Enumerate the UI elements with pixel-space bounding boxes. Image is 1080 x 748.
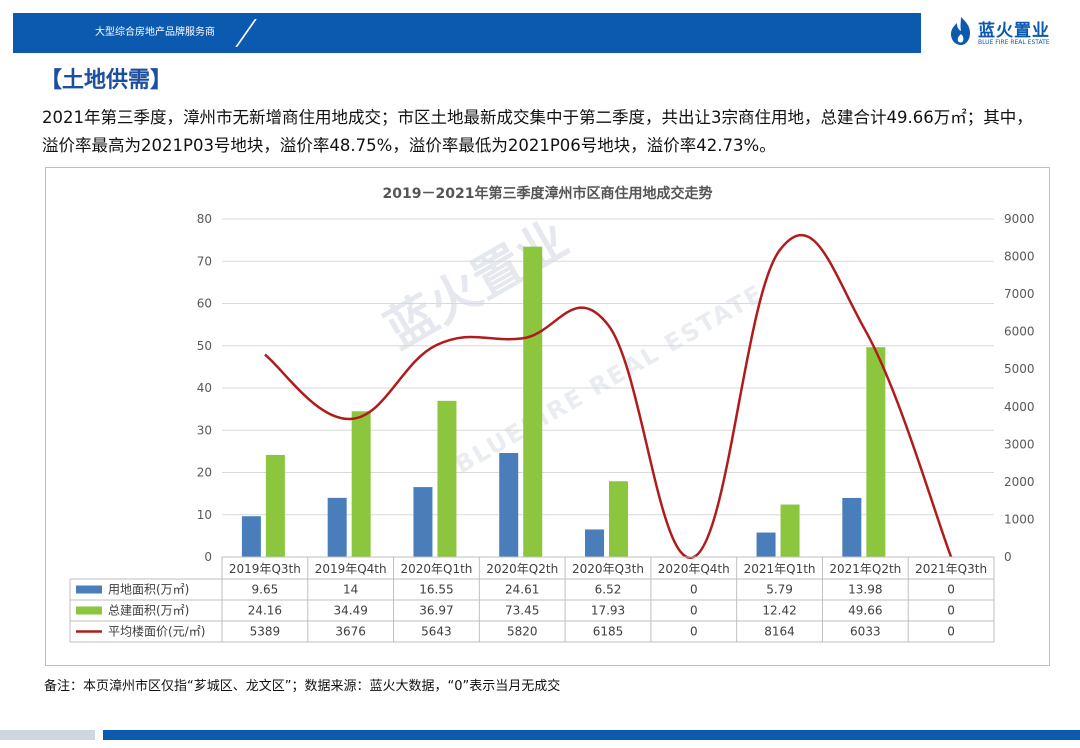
right-axis-tick-label: 1000 xyxy=(1004,512,1035,526)
category-label: 2019年Q4th xyxy=(315,562,387,576)
bar xyxy=(241,516,261,557)
left-axis-ticks: 0 10 20 30 40 50 60 70 80 xyxy=(197,212,212,564)
left-axis-tick-label: 80 xyxy=(197,212,212,226)
data-label: 0 xyxy=(690,625,698,639)
footer-accent xyxy=(0,730,95,740)
right-axis-tick-label: 7000 xyxy=(1004,287,1035,301)
data-label: 0 xyxy=(947,625,955,639)
left-axis-tick-label: 40 xyxy=(197,381,212,395)
data-label: 6185 xyxy=(593,625,624,639)
data-label: 6033 xyxy=(850,625,881,639)
flame-icon xyxy=(951,17,970,45)
category-label: 2019年Q3th xyxy=(229,562,301,576)
chart-bars xyxy=(241,246,886,557)
data-label: 6.52 xyxy=(595,583,622,597)
data-label: 3676 xyxy=(335,625,366,639)
bar xyxy=(413,487,433,557)
left-axis-tick-label: 50 xyxy=(197,339,212,353)
footer-bar xyxy=(103,730,1080,740)
intro-paragraph: 2021年第三季度，漳州市无新增商住用地成交；市区土地最新成交集中于第二季度，共… xyxy=(42,108,1033,155)
data-label: 24.61 xyxy=(505,583,539,597)
category-label: 2021年Q1th xyxy=(744,562,816,576)
category-label: 2021年Q3th xyxy=(915,562,987,576)
data-label: 0 xyxy=(690,583,698,597)
right-axis-tick-label: 0 xyxy=(1004,550,1012,564)
logo-name-cn: 蓝火置业 xyxy=(978,21,1050,41)
legend-swatch xyxy=(76,606,102,615)
bar xyxy=(609,481,628,557)
data-label: 0 xyxy=(947,583,955,597)
data-table: 2019年Q3th 2019年Q4th 2020年Q1th 2020年Q2th 2020… xyxy=(69,556,995,643)
right-axis-ticks: 0 1000 2000 3000 4000 5000 6000 7000 8000 9000 xyxy=(1004,212,1035,564)
category-label: 2020年Q3th xyxy=(572,562,644,576)
legend-swatch xyxy=(76,585,102,594)
left-axis-tick-label: 0 xyxy=(204,550,212,564)
right-axis-tick-label: 4000 xyxy=(1004,400,1035,414)
legend-label: 用地面积(万㎡) xyxy=(108,583,189,597)
data-label: 0 xyxy=(947,604,955,618)
price-line xyxy=(264,233,953,559)
header-bar xyxy=(13,13,921,53)
data-label: 5.79 xyxy=(766,583,793,597)
data-label: 5820 xyxy=(507,625,538,639)
bar xyxy=(585,529,604,557)
header-tagline: 大型综合房地产品牌服务商 xyxy=(95,27,215,38)
logo-name-en: BLUE FIRE REAL ESTATE xyxy=(978,39,1050,46)
legend-label: 平均楼面价(元/㎡) xyxy=(108,624,205,639)
category-label: 2021年Q2th xyxy=(829,562,901,576)
right-axis-tick-label: 6000 xyxy=(1004,325,1035,339)
data-label: 73.45 xyxy=(505,604,539,618)
left-axis-tick-label: 30 xyxy=(197,423,212,437)
data-label: 12.42 xyxy=(762,604,796,618)
bar xyxy=(756,532,776,557)
data-label: 24.16 xyxy=(248,604,282,618)
bar xyxy=(842,497,862,557)
bar xyxy=(866,347,886,557)
category-label: 2020年Q2th xyxy=(486,562,558,576)
footnote: 备注：本页漳州市区仅指“芗城区、龙文区”；数据来源：蓝火大数据，“0”表示当月无… xyxy=(44,679,561,694)
right-axis-tick-label: 3000 xyxy=(1004,437,1035,451)
bar xyxy=(351,411,371,557)
legend-label: 总建面积(万㎡) xyxy=(108,604,189,618)
section-title: 【土地供需】 xyxy=(40,68,173,93)
left-axis-tick-label: 60 xyxy=(197,297,212,311)
right-axis-tick-label: 2000 xyxy=(1004,475,1035,489)
left-axis-tick-label: 70 xyxy=(197,254,212,268)
bar xyxy=(780,504,800,557)
category-label: 2020年Q4th xyxy=(658,562,730,576)
data-label: 9.65 xyxy=(252,583,279,597)
data-label: 49.66 xyxy=(848,604,882,618)
bar xyxy=(327,497,347,557)
right-axis-tick-label: 9000 xyxy=(1004,212,1035,226)
right-axis-tick-label: 8000 xyxy=(1004,250,1035,264)
brand-logo: 蓝火置业 BLUE FIRE REAL ESTATE xyxy=(948,14,1068,52)
data-label: 34.49 xyxy=(333,604,367,618)
left-axis-tick-label: 20 xyxy=(197,466,212,480)
data-label: 8164 xyxy=(764,625,795,639)
bar xyxy=(265,454,285,557)
bar xyxy=(499,453,519,557)
data-label: 5389 xyxy=(250,625,281,639)
data-label: 0 xyxy=(690,604,698,618)
data-label: 14 xyxy=(343,583,358,597)
chart-title: 2019－2021年第三季度漳州市区商住用地成交走势 xyxy=(382,186,713,202)
data-label: 36.97 xyxy=(419,604,453,618)
bar xyxy=(437,400,457,557)
left-axis-tick-label: 10 xyxy=(197,508,212,522)
bar xyxy=(523,246,543,557)
category-label: 2020年Q1th xyxy=(400,562,472,576)
data-label: 13.98 xyxy=(848,583,882,597)
right-axis-tick-label: 5000 xyxy=(1004,362,1035,376)
data-label: 16.55 xyxy=(419,583,453,597)
data-label: 5643 xyxy=(421,625,452,639)
data-label: 17.93 xyxy=(591,604,625,618)
